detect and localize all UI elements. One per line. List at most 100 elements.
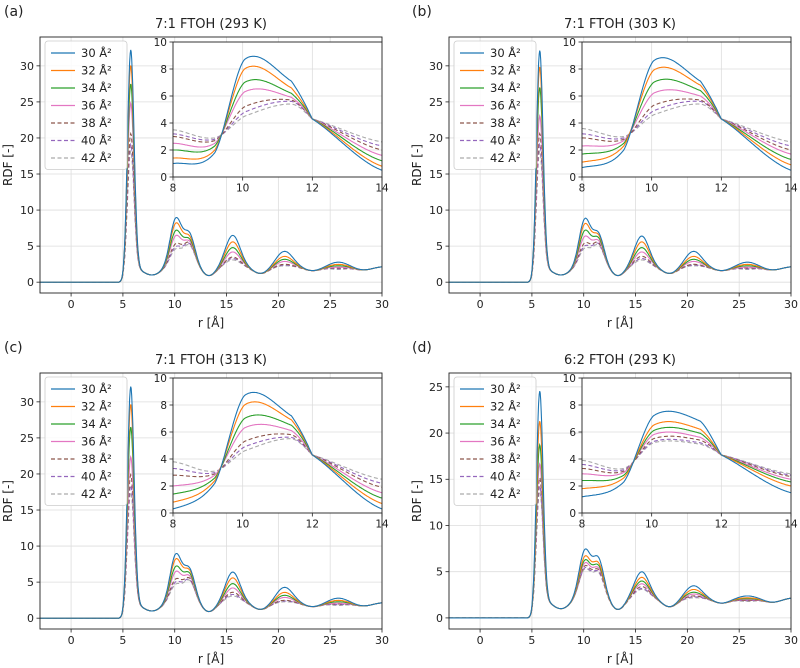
legend-label: 42 Å² xyxy=(490,150,521,165)
legend-label: 38 Å² xyxy=(81,115,112,130)
main-tick-label-x: 5 xyxy=(528,634,535,647)
inset-plot-area xyxy=(173,378,382,513)
inset-tick-label-y: 2 xyxy=(569,481,576,493)
legend-label: 36 Å² xyxy=(81,434,112,449)
panel-title: 7:1 FTOH (293 K) xyxy=(155,17,267,32)
inset-series-line-42 xyxy=(582,440,791,475)
main-tick-label-y: 5 xyxy=(27,240,34,253)
inset-tick-label-y: 10 xyxy=(563,373,576,385)
main-tick-label-x: 15 xyxy=(629,298,643,311)
panel-c: (c)7:1 FTOH (313 K)0 5 10 15 20 25 30051015202… xyxy=(1,340,389,666)
inset-tick-label-x: 8 xyxy=(170,519,177,531)
inset-series-line-32 xyxy=(173,401,382,505)
inset-tick-label-y: 10 xyxy=(563,37,576,49)
panel-label: (d) xyxy=(412,340,432,356)
y-axis-label: RDF [-] xyxy=(410,480,424,522)
inset-tick-label-x: 10 xyxy=(236,519,249,531)
main-tick-label-x: 25 xyxy=(732,634,746,647)
inset-series-line-34 xyxy=(173,414,382,499)
main-tick-label-y: 0 xyxy=(436,612,443,625)
series-line-30 xyxy=(449,50,791,283)
legend-label: 42 Å² xyxy=(490,486,521,501)
x-axis-label: r [Å] xyxy=(607,651,633,666)
inset-tick-label-x: 12 xyxy=(715,519,728,531)
inset: 8 10 12 14 0 2 4 6 8 10 xyxy=(154,37,389,195)
main-tick-label-x: 30 xyxy=(375,634,389,647)
inset-tick-label-y: 4 xyxy=(569,454,576,466)
legend-label: 40 Å² xyxy=(81,469,112,484)
inset-tick-label-y: 8 xyxy=(160,64,167,76)
main-tick-label-x: 10 xyxy=(577,634,591,647)
inset-tick-label-y: 6 xyxy=(569,91,576,103)
inset-tick-label-x: 10 xyxy=(645,519,658,531)
inset-series-group xyxy=(173,391,382,510)
main-tick-label-y: 5 xyxy=(27,576,34,589)
legend-label: 36 Å² xyxy=(490,434,521,449)
main-tick-label-x: 0 xyxy=(477,634,484,647)
legend-label: 34 Å² xyxy=(81,416,112,431)
main-tick-label-x: 5 xyxy=(119,634,126,647)
legend-box xyxy=(44,376,128,506)
main-tick-label-y: 20 xyxy=(20,132,34,145)
inset-series-line-38 xyxy=(173,98,382,151)
legend-label: 36 Å² xyxy=(81,98,112,113)
inset-series-line-40 xyxy=(173,436,382,484)
y-axis-label: RDF [-] xyxy=(1,480,15,522)
main-tick-label-x: 0 xyxy=(68,298,75,311)
main-tick-label-y: 25 xyxy=(20,432,34,445)
legend-label: 34 Å² xyxy=(490,80,521,95)
inset-plot-area xyxy=(173,42,382,177)
inset-tick-label-y: 6 xyxy=(160,427,167,439)
x-axis-label: r [Å] xyxy=(198,315,224,330)
inset-series-line-36 xyxy=(582,431,791,480)
inset-tick-label-x: 8 xyxy=(170,183,177,195)
panel-title: 6:2 FTOH (293 K) xyxy=(564,353,676,368)
inset-series-line-30 xyxy=(173,55,382,171)
inset-plot-area xyxy=(582,378,791,513)
inset-tick-label-x: 12 xyxy=(715,183,728,195)
inset-tick-label-x: 14 xyxy=(784,183,798,195)
y-axis-label: RDF [-] xyxy=(410,144,424,186)
legend-label: 32 Å² xyxy=(490,63,521,78)
main-tick-label-x: 20 xyxy=(680,298,694,311)
legend-label: 38 Å² xyxy=(490,451,521,466)
main-tick-label-x: 15 xyxy=(220,298,234,311)
main-tick-label-y: 25 xyxy=(429,381,443,394)
inset-tick-label-y: 4 xyxy=(569,118,576,130)
panel-title: 7:1 FTOH (303 K) xyxy=(564,17,676,32)
legend-label: 30 Å² xyxy=(81,45,112,60)
inset-series-line-36 xyxy=(173,423,382,494)
main-tick-label-x: 0 xyxy=(477,298,484,311)
legend-label: 34 Å² xyxy=(81,80,112,95)
inset-series-group xyxy=(582,57,791,171)
main-tick-label-y: 5 xyxy=(436,566,443,579)
legend-label: 30 Å² xyxy=(81,381,112,396)
legend-label: 38 Å² xyxy=(81,451,112,466)
main-tick-label-y: 0 xyxy=(27,612,34,625)
legend-label: 40 Å² xyxy=(490,469,521,484)
series-line-30 xyxy=(40,49,382,283)
main-tick-label-y: 10 xyxy=(20,204,34,217)
inset-tick-label-y: 10 xyxy=(154,37,167,49)
legend-label: 32 Å² xyxy=(81,399,112,414)
main-tick-label-y: 0 xyxy=(436,276,443,289)
legend-box xyxy=(453,376,537,506)
inset-series-group xyxy=(582,410,791,498)
main-tick-label-x: 30 xyxy=(784,634,798,647)
inset-series-line-42 xyxy=(582,103,791,143)
main-series-group xyxy=(449,391,791,619)
main-tick-label-y: 15 xyxy=(20,168,34,181)
legend: 30 Å² 32 Å² 34 Å² 36 Å² 38 Å² 40 Å² 42 Å² xyxy=(44,376,128,506)
inset-series-line-36 xyxy=(582,89,791,155)
inset-tick-label-y: 8 xyxy=(569,64,576,76)
inset-series-line-36 xyxy=(173,88,382,156)
legend: 30 Å² 32 Å² 34 Å² 36 Å² 38 Å² 40 Å² 42 Å² xyxy=(44,40,128,170)
panel-b: (b)7:1 FTOH (303 K)0 5 10 15 20 25 30051015202… xyxy=(410,4,798,330)
main-tick-label-y: 10 xyxy=(429,519,443,532)
panel-label: (b) xyxy=(412,4,432,20)
inset-tick-label-x: 14 xyxy=(784,519,798,531)
main-tick-label-y: 5 xyxy=(436,240,443,253)
x-axis-label: r [Å] xyxy=(198,651,224,666)
inset-series-line-32 xyxy=(582,66,791,166)
inset-series-line-40 xyxy=(173,100,382,147)
